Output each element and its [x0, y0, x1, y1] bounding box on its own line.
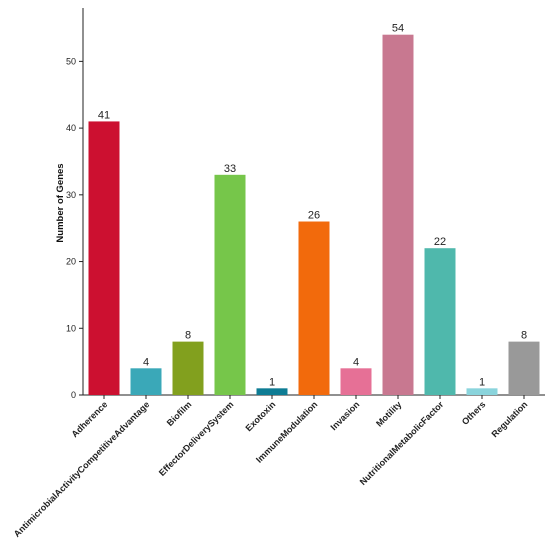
bar-antimicrobialactivitycompetitiveadvantage [130, 368, 162, 395]
bar-invasion [340, 368, 372, 395]
y-tick-label: 50 [66, 56, 76, 66]
x-tick-label: Regulation [489, 399, 529, 439]
data-label: 22 [434, 236, 446, 248]
y-tick-label: 10 [66, 323, 76, 333]
bar-nutritionalmetabolicfactor [424, 248, 456, 395]
bar-adherence [88, 121, 120, 396]
x-tick-label: EffectorDeliverySystem [157, 399, 236, 478]
x-tick-label: Others [460, 399, 488, 427]
data-label: 26 [308, 210, 320, 222]
y-tick-label: 20 [66, 257, 76, 267]
y-axis-title: Number of Genes [55, 163, 66, 242]
data-label: 54 [392, 23, 404, 35]
bar-regulation [508, 341, 540, 395]
x-tick-label: NutritionalMetabolicFactor [358, 399, 446, 487]
bar-immunemodulation [298, 221, 330, 395]
data-label: 41 [98, 109, 110, 121]
bar-others [466, 388, 498, 395]
y-tick-label: 30 [66, 190, 76, 200]
bar-biofilm [172, 341, 204, 395]
bar-exotoxin [256, 388, 288, 395]
y-tick-label: 0 [71, 390, 76, 400]
x-tick-label: Motility [374, 399, 403, 428]
data-label: 4 [143, 356, 149, 368]
x-tick-label: Biofilm [165, 399, 194, 428]
bar-motility [382, 34, 414, 395]
y-tick-label: 40 [66, 123, 76, 133]
x-tick-label: Invasion [329, 399, 362, 432]
data-label: 8 [521, 330, 527, 342]
data-label: 1 [479, 376, 485, 388]
data-label: 4 [353, 356, 359, 368]
data-label: 8 [185, 330, 191, 342]
x-tick-label: Exotoxin [243, 399, 277, 433]
data-label: 33 [224, 163, 236, 175]
data-label: 1 [269, 376, 275, 388]
x-tick-label: Adherence [69, 399, 109, 439]
plot-area: 0102030405041Adherence4AntimicrobialActi… [12, 8, 545, 539]
bar-effectordeliverysystem [214, 174, 246, 395]
